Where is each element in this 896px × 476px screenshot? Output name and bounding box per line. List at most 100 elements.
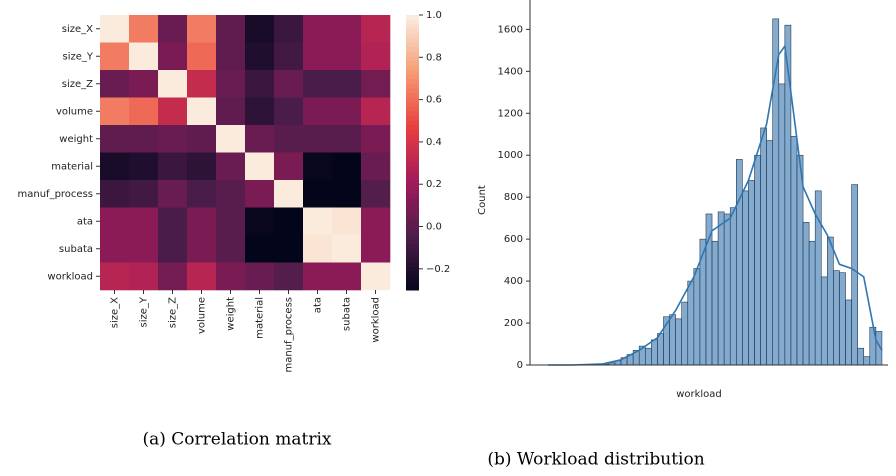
colorbar-segment <box>406 92 419 98</box>
colorbar-label: 1.0 <box>426 10 442 21</box>
bar <box>736 159 743 366</box>
colorbar-segment <box>406 19 419 25</box>
heatmap-cell <box>187 207 217 236</box>
heatmap-cell <box>332 125 362 153</box>
heatmap-cell <box>100 97 130 126</box>
col-label: subata <box>342 297 353 331</box>
colorbar-segment <box>406 253 419 259</box>
heatmap-cell <box>361 97 391 126</box>
colorbar-segment <box>406 189 419 195</box>
heatmap-cell <box>100 152 130 181</box>
row-label: material <box>51 161 93 172</box>
bar <box>748 180 755 366</box>
heatmap-cell <box>187 152 217 181</box>
heatmap-cell <box>274 180 304 208</box>
bar <box>778 83 786 366</box>
heatmap-cell <box>303 42 333 71</box>
colorbar-label: 0.6 <box>426 95 442 106</box>
colorbar-segment <box>406 129 419 135</box>
heatmap-cell <box>158 262 188 291</box>
bar <box>833 270 840 366</box>
bar <box>820 276 828 366</box>
bar <box>675 318 682 366</box>
colorbar-segment <box>406 37 419 43</box>
bar <box>760 127 767 366</box>
heatmap-cell <box>158 97 188 126</box>
heatmap-cell <box>245 42 275 71</box>
heatmap-cell <box>361 262 391 291</box>
colorbar-segment <box>406 257 419 263</box>
heatmap-cell <box>158 180 188 208</box>
colorbar-segment <box>406 143 419 149</box>
colorbar-segment <box>406 83 419 89</box>
caption: (a) Correlation matrix <box>142 430 331 450</box>
colorbar-segment <box>406 175 419 181</box>
heatmap-cell <box>303 70 333 98</box>
bar <box>717 211 725 366</box>
colorbar-segment <box>406 60 419 66</box>
heatmap-cell <box>129 70 159 98</box>
colorbar-segment <box>406 280 419 286</box>
bar <box>687 280 695 366</box>
colorbar-segment <box>406 235 419 241</box>
row-label: ata <box>77 216 93 227</box>
heatmap-cell <box>216 262 246 291</box>
colorbar-segment <box>406 221 419 227</box>
heatmap-cell <box>274 70 304 98</box>
col-label: workload <box>371 297 382 343</box>
colorbar-segment <box>406 216 419 222</box>
heatmap-cell <box>361 125 391 153</box>
colorbar-segment <box>406 74 419 80</box>
y-tick-label: 400 <box>504 276 523 287</box>
colorbar-segment <box>406 115 419 121</box>
col-label: size_Y <box>139 296 150 327</box>
heatmap-cell <box>216 152 246 181</box>
heatmap-cell <box>100 15 130 43</box>
colorbar-segment <box>406 70 419 76</box>
bar <box>754 154 761 366</box>
colorbar-segment <box>406 198 419 204</box>
heatmap-cell <box>303 262 333 291</box>
heatmap-cell <box>245 207 275 236</box>
colorbar-label: 0.2 <box>426 179 442 190</box>
heatmap-cell <box>303 235 333 263</box>
row-label: manuf_process <box>18 189 94 200</box>
colorbar-segment <box>406 184 419 190</box>
row-label: size_Z <box>62 79 93 90</box>
heatmap-cell <box>100 70 130 98</box>
colorbar-segment <box>406 138 419 144</box>
bar <box>827 236 834 366</box>
heatmap-cell <box>187 125 217 153</box>
heatmap-cell <box>361 42 391 71</box>
bar <box>651 339 658 366</box>
heatmap-cell <box>274 125 304 153</box>
heatmap-cell <box>274 207 304 236</box>
heatmap-cell <box>187 15 217 43</box>
bar <box>729 207 737 366</box>
heatmap-cell <box>361 207 391 236</box>
heatmap-cell <box>303 125 333 153</box>
heatmap-cell <box>303 97 333 126</box>
heatmap-cell <box>274 235 304 263</box>
bar <box>711 240 719 366</box>
row-label: workload <box>47 271 93 282</box>
heatmap-cell <box>245 152 275 181</box>
y-tick-label: 1000 <box>498 150 523 161</box>
colorbar-segment <box>406 276 419 282</box>
heatmap-cell <box>129 97 159 126</box>
heatmap-cell <box>100 125 130 153</box>
y-tick-label: 1600 <box>498 24 523 35</box>
colorbar-segment <box>406 97 419 103</box>
colorbar-segment <box>406 193 419 199</box>
heatmap-cell <box>216 207 246 236</box>
colorbar-segment <box>406 244 419 250</box>
bar <box>723 213 731 366</box>
heatmap-cell <box>100 207 130 236</box>
colorbar-segment <box>406 134 419 140</box>
heatmap-cell <box>245 70 275 98</box>
colorbar-segment <box>406 267 419 273</box>
heatmap-cell <box>100 235 130 263</box>
heatmap-cell <box>245 97 275 126</box>
heatmap-cell <box>303 152 333 181</box>
